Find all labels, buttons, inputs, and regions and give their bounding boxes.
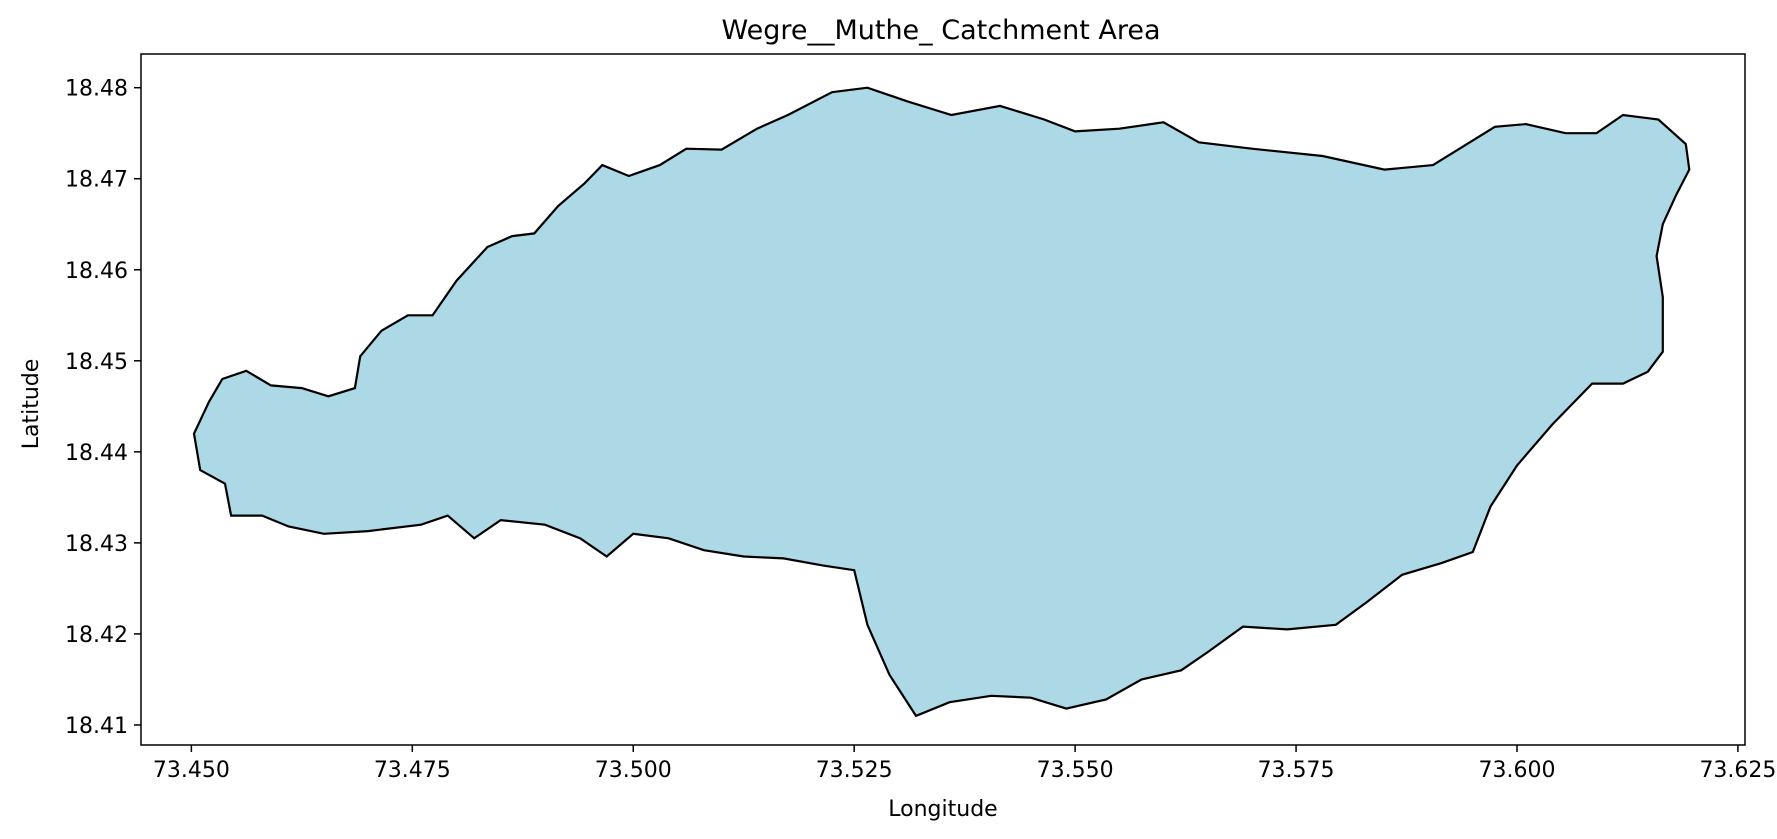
axes-frame [140,53,1746,746]
y-tick-label: 18.48 [65,77,128,102]
y-axis-ticks: 18.41 18.42 18.43 18.44 18.45 18.46 18.47 18.48 [65,77,141,739]
x-tick-label: 73.475 [374,758,451,783]
x-tick-label: 73.500 [595,758,672,783]
y-tick-label: 18.41 [65,714,128,739]
y-tick-label: 18.44 [65,441,128,466]
chart-title: Wegre__Muthe_ Catchment Area [721,15,1160,46]
y-axis-label: Latitude [19,359,44,450]
x-tick-label: 73.550 [1037,758,1114,783]
x-axis-label: Longitude [888,797,997,822]
x-tick-label: 73.575 [1258,758,1335,783]
x-tick-label: 73.450 [153,758,230,783]
y-tick-label: 18.45 [65,350,128,375]
y-tick-label: 18.47 [65,168,128,193]
y-tick-label: 18.46 [65,259,128,284]
x-tick-label: 73.625 [1699,758,1776,783]
plot-area [192,86,1691,718]
y-tick-label: 18.43 [65,532,128,557]
y-tick-label: 18.42 [65,623,128,648]
catchment-boundary [192,86,1691,718]
x-axis-ticks: 73.450 73.475 73.500 73.525 73.550 73.575 73.6… [153,745,1776,783]
x-tick-label: 73.600 [1479,758,1556,783]
x-tick-label: 73.525 [816,758,893,783]
